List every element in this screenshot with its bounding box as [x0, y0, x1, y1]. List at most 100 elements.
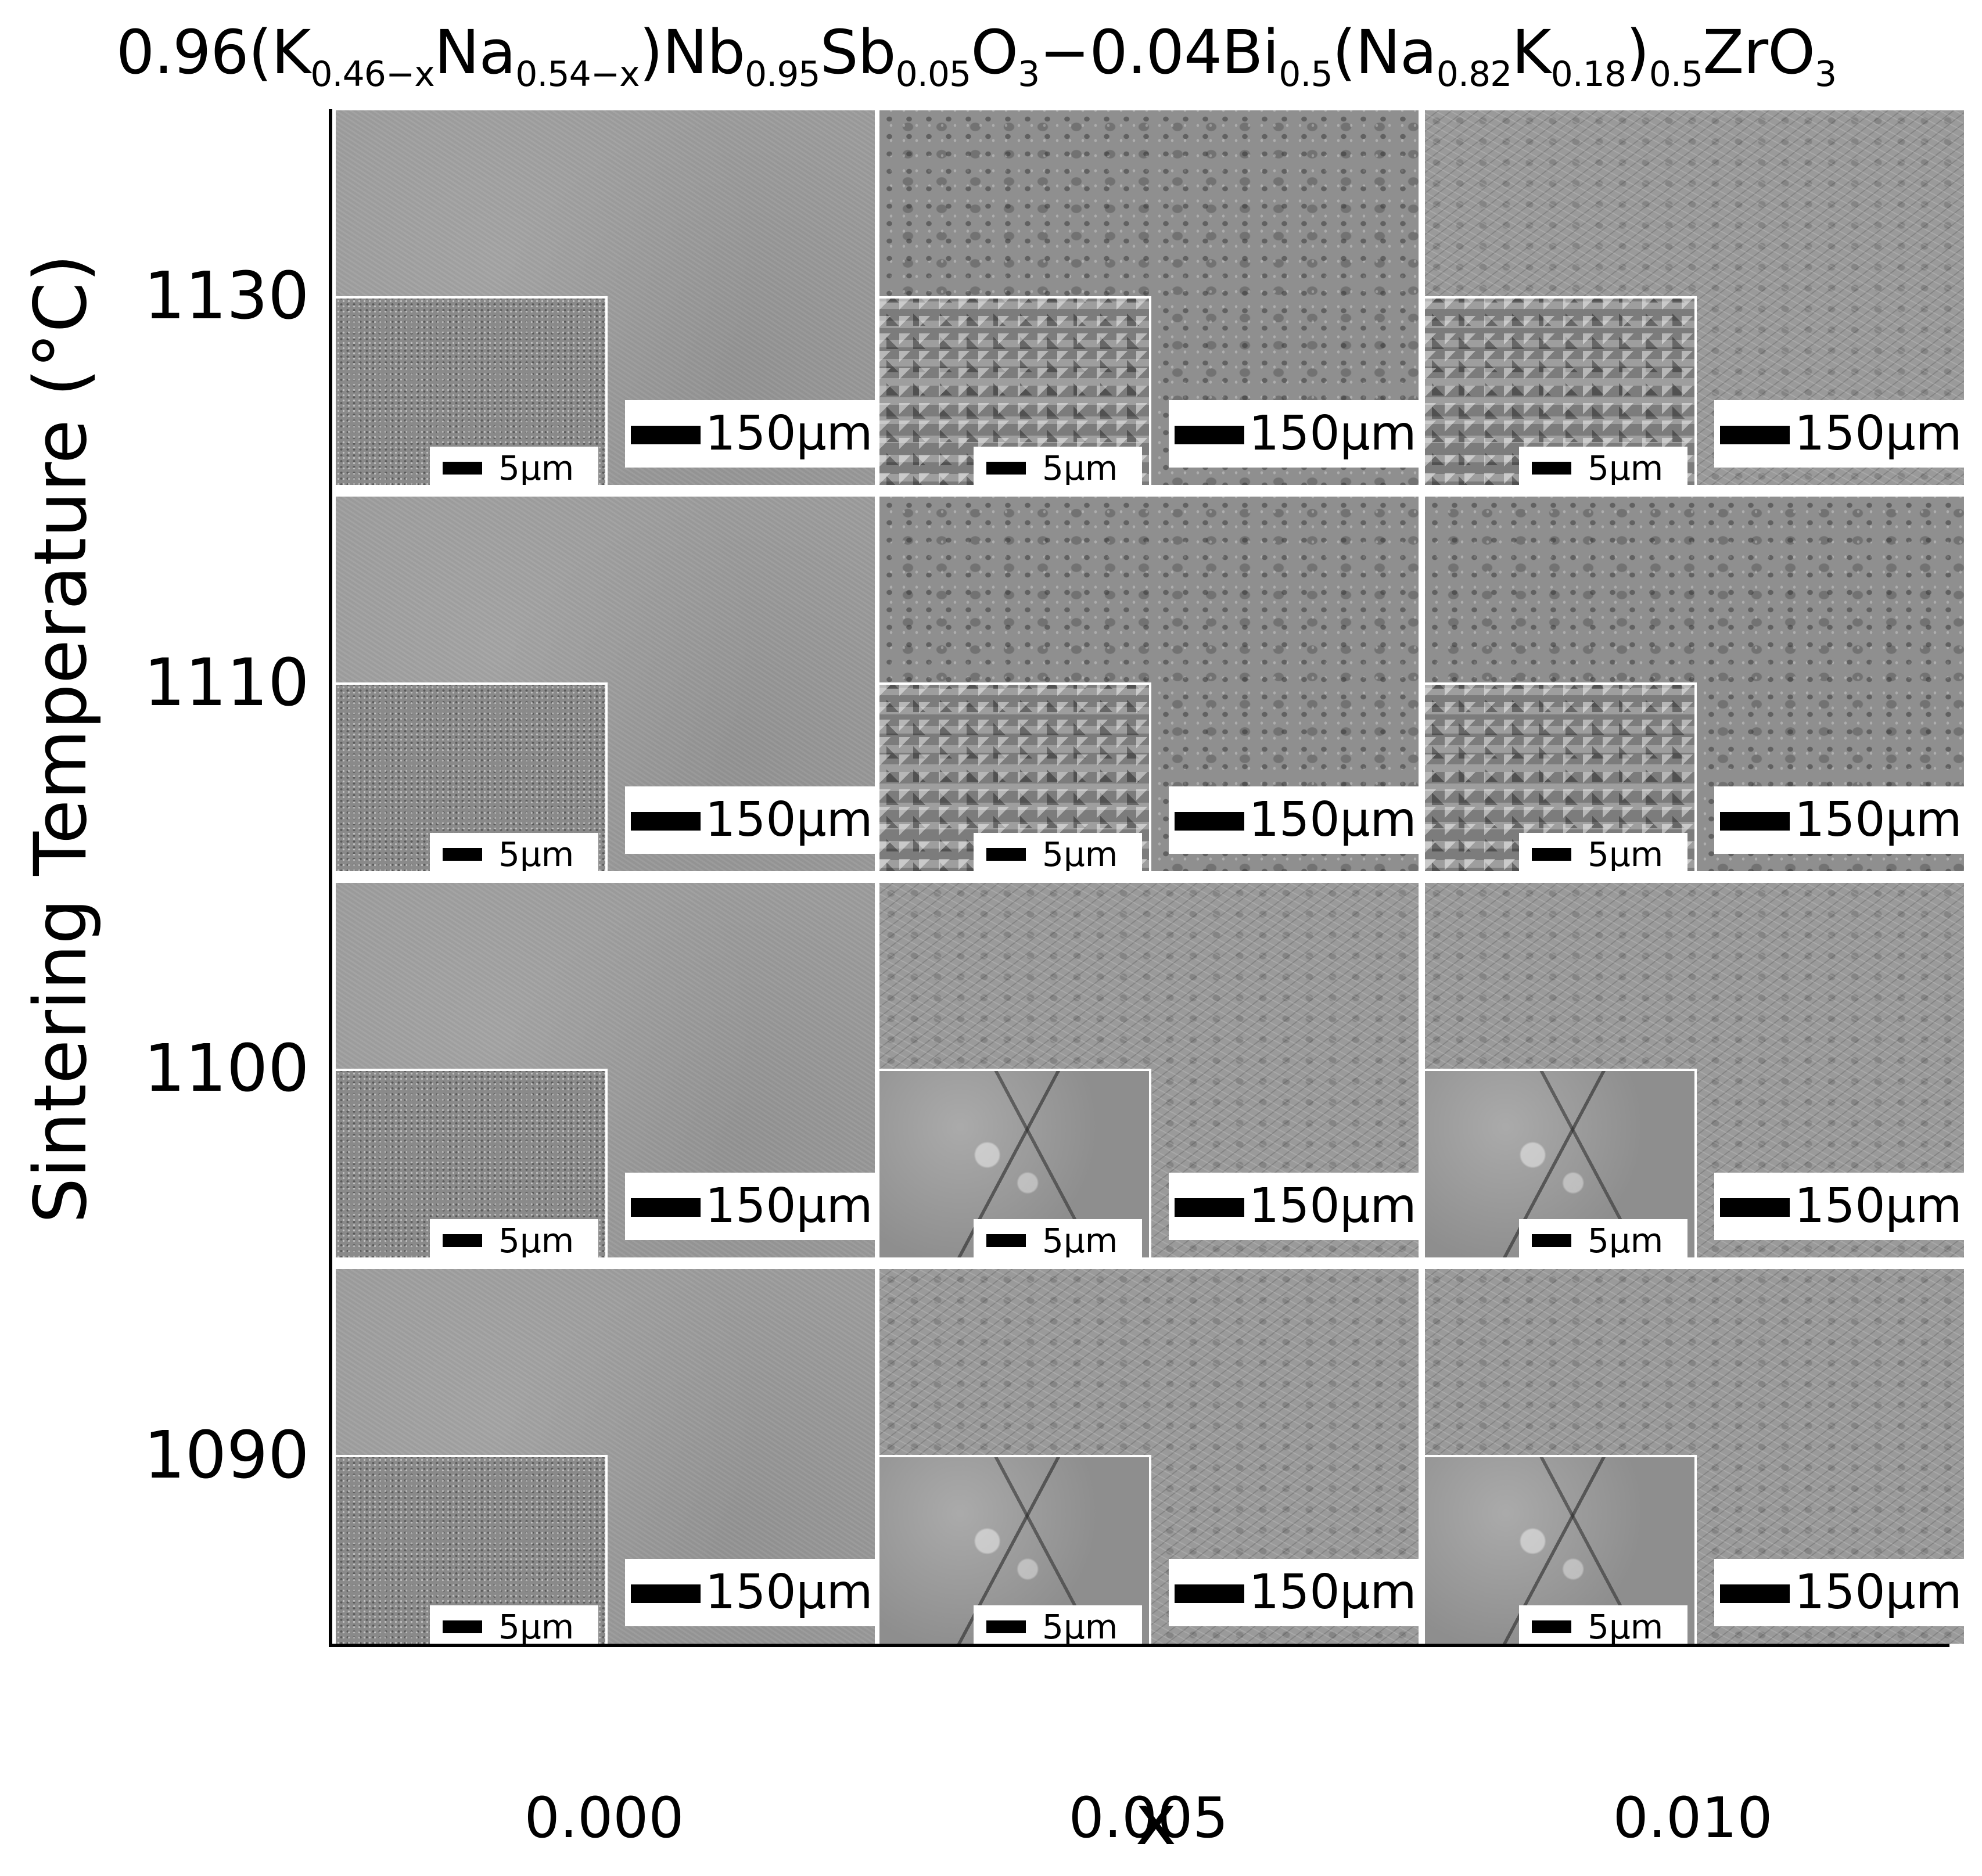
title-segment: (Na	[1332, 17, 1437, 88]
main-scale-label: 150μm	[705, 1178, 873, 1234]
main-scale-bar-line	[1175, 1198, 1244, 1217]
inset-scale-bar: 5μm	[430, 833, 598, 871]
title-subscript: 0.82	[1436, 54, 1513, 95]
sem-inset: 5μm	[336, 1069, 608, 1257]
sem-inset: 5μm	[879, 1455, 1151, 1644]
main-scale-bar-line	[1720, 426, 1790, 444]
title-subscript: 0.18	[1550, 54, 1627, 95]
main-scale-bar: 150μm	[1714, 786, 1964, 854]
main-scale-label: 150μm	[705, 406, 873, 461]
title-segment: Na	[434, 17, 516, 88]
main-scale-bar-line	[1720, 1198, 1790, 1217]
main-scale-bar: 150μm	[625, 1559, 875, 1626]
inset-scale-bar: 5μm	[974, 1219, 1142, 1257]
inset-scale-bar-line	[986, 1234, 1026, 1247]
main-scale-label: 150μm	[1794, 406, 1962, 461]
sem-inset: 5μm	[1425, 682, 1697, 871]
inset-scale-bar: 5μm	[974, 833, 1142, 871]
inset-scale-bar-line	[443, 1620, 482, 1633]
inset-scale-bar: 5μm	[1519, 1219, 1687, 1257]
sem-inset: 5μm	[879, 296, 1151, 485]
inset-scale-bar: 5μm	[974, 447, 1142, 485]
title-subscript: 3	[1018, 54, 1040, 95]
inset-scale-label: 5μm	[1588, 1221, 1664, 1257]
main-scale-bar-line	[631, 812, 701, 831]
title-segment: )	[1626, 17, 1650, 88]
main-scale-bar: 150μm	[1169, 400, 1419, 468]
inset-scale-bar: 5μm	[1519, 447, 1687, 485]
main-scale-bar-line	[1720, 812, 1790, 831]
inset-scale-bar: 5μm	[430, 1605, 598, 1644]
title-segment: )Nb	[639, 17, 745, 88]
title-subscript: 3	[1815, 54, 1837, 95]
main-scale-label: 150μm	[705, 1565, 873, 1620]
inset-scale-bar-line	[443, 462, 482, 475]
x-axis-line	[329, 1644, 1949, 1647]
sem-panel-1090-0.000: 5μm 150μm	[336, 1269, 875, 1644]
row-label-1100: 1100	[143, 1031, 310, 1106]
y-axis-line	[329, 109, 332, 1647]
sem-inset: 5μm	[1425, 1069, 1697, 1257]
main-scale-bar-line	[631, 1198, 701, 1217]
main-scale-label: 150μm	[1794, 1565, 1962, 1620]
main-scale-label: 150μm	[1249, 1565, 1417, 1620]
inset-scale-label: 5μm	[1042, 835, 1118, 871]
sem-panel-1090-0.010: 5μm 150μm	[1425, 1269, 1964, 1644]
inset-scale-label: 5μm	[1042, 1221, 1118, 1257]
main-scale-label: 150μm	[1249, 406, 1417, 461]
inset-scale-bar-line	[443, 848, 482, 861]
main-scale-bar-line	[631, 426, 701, 444]
row-label-1090: 1090	[143, 1418, 310, 1493]
sem-panel-1110-0.005: 5μm 150μm	[879, 497, 1419, 871]
inset-scale-label: 5μm	[498, 1607, 575, 1644]
inset-scale-bar-line	[1532, 1620, 1571, 1633]
sem-inset: 5μm	[1425, 296, 1697, 485]
inset-scale-bar: 5μm	[1519, 1605, 1687, 1644]
inset-scale-label: 5μm	[498, 448, 575, 485]
row-label-1110: 1110	[143, 645, 310, 721]
main-scale-label: 150μm	[1249, 1178, 1417, 1234]
sem-inset: 5μm	[336, 1455, 608, 1644]
sem-inset: 5μm	[1425, 1455, 1697, 1644]
x-axis-label: x	[1135, 1780, 1177, 1861]
inset-scale-bar: 5μm	[430, 447, 598, 485]
title-segment: Sb	[820, 17, 896, 88]
title-subscript: 0.5	[1279, 54, 1333, 95]
main-scale-bar-line	[1175, 1584, 1244, 1603]
inset-scale-label: 5μm	[1588, 835, 1664, 871]
inset-scale-label: 5μm	[1042, 1607, 1118, 1644]
sem-panel-1130-0.005: 5μm 150μm	[879, 110, 1419, 485]
sem-panel-1110-0.010: 5μm 150μm	[1425, 497, 1964, 871]
main-scale-label: 150μm	[1794, 792, 1962, 847]
main-scale-bar: 150μm	[625, 1173, 875, 1240]
inset-scale-bar: 5μm	[974, 1605, 1142, 1644]
inset-scale-label: 5μm	[498, 1221, 575, 1257]
sem-panel-1130-0.000: 5μm 150μm	[336, 110, 875, 485]
sem-panel-1090-0.005: 5μm 150μm	[879, 1269, 1419, 1644]
sem-inset: 5μm	[336, 682, 608, 871]
title-segment: −0.04Bi	[1039, 17, 1279, 88]
sem-inset: 5μm	[336, 296, 608, 485]
main-scale-bar-line	[631, 1584, 701, 1603]
main-scale-bar: 150μm	[1714, 1559, 1964, 1626]
main-scale-bar: 150μm	[1714, 1173, 1964, 1240]
title-subscript: 0.5	[1649, 54, 1703, 95]
main-scale-label: 150μm	[705, 792, 873, 847]
title-segment: O	[971, 17, 1018, 88]
main-scale-bar-line	[1175, 812, 1244, 831]
inset-scale-label: 5μm	[1588, 1607, 1664, 1644]
row-label-1130: 1130	[143, 258, 310, 334]
inset-scale-bar-line	[1532, 462, 1571, 475]
main-scale-label: 150μm	[1249, 792, 1417, 847]
inset-scale-bar: 5μm	[430, 1219, 598, 1257]
title-segment: K	[1511, 17, 1551, 88]
inset-scale-bar-line	[986, 848, 1026, 861]
col-label-0.005: 0.005	[1068, 1785, 1229, 1850]
title-subscript: 0.46−x	[310, 54, 435, 95]
main-scale-bar-line	[1720, 1584, 1790, 1603]
sem-panel-1130-0.010: 5μm 150μm	[1425, 110, 1964, 485]
main-scale-bar-line	[1175, 426, 1244, 444]
title-subscript: 0.95	[745, 54, 821, 95]
inset-scale-bar-line	[986, 1620, 1026, 1633]
main-scale-bar: 150μm	[1169, 1173, 1419, 1240]
